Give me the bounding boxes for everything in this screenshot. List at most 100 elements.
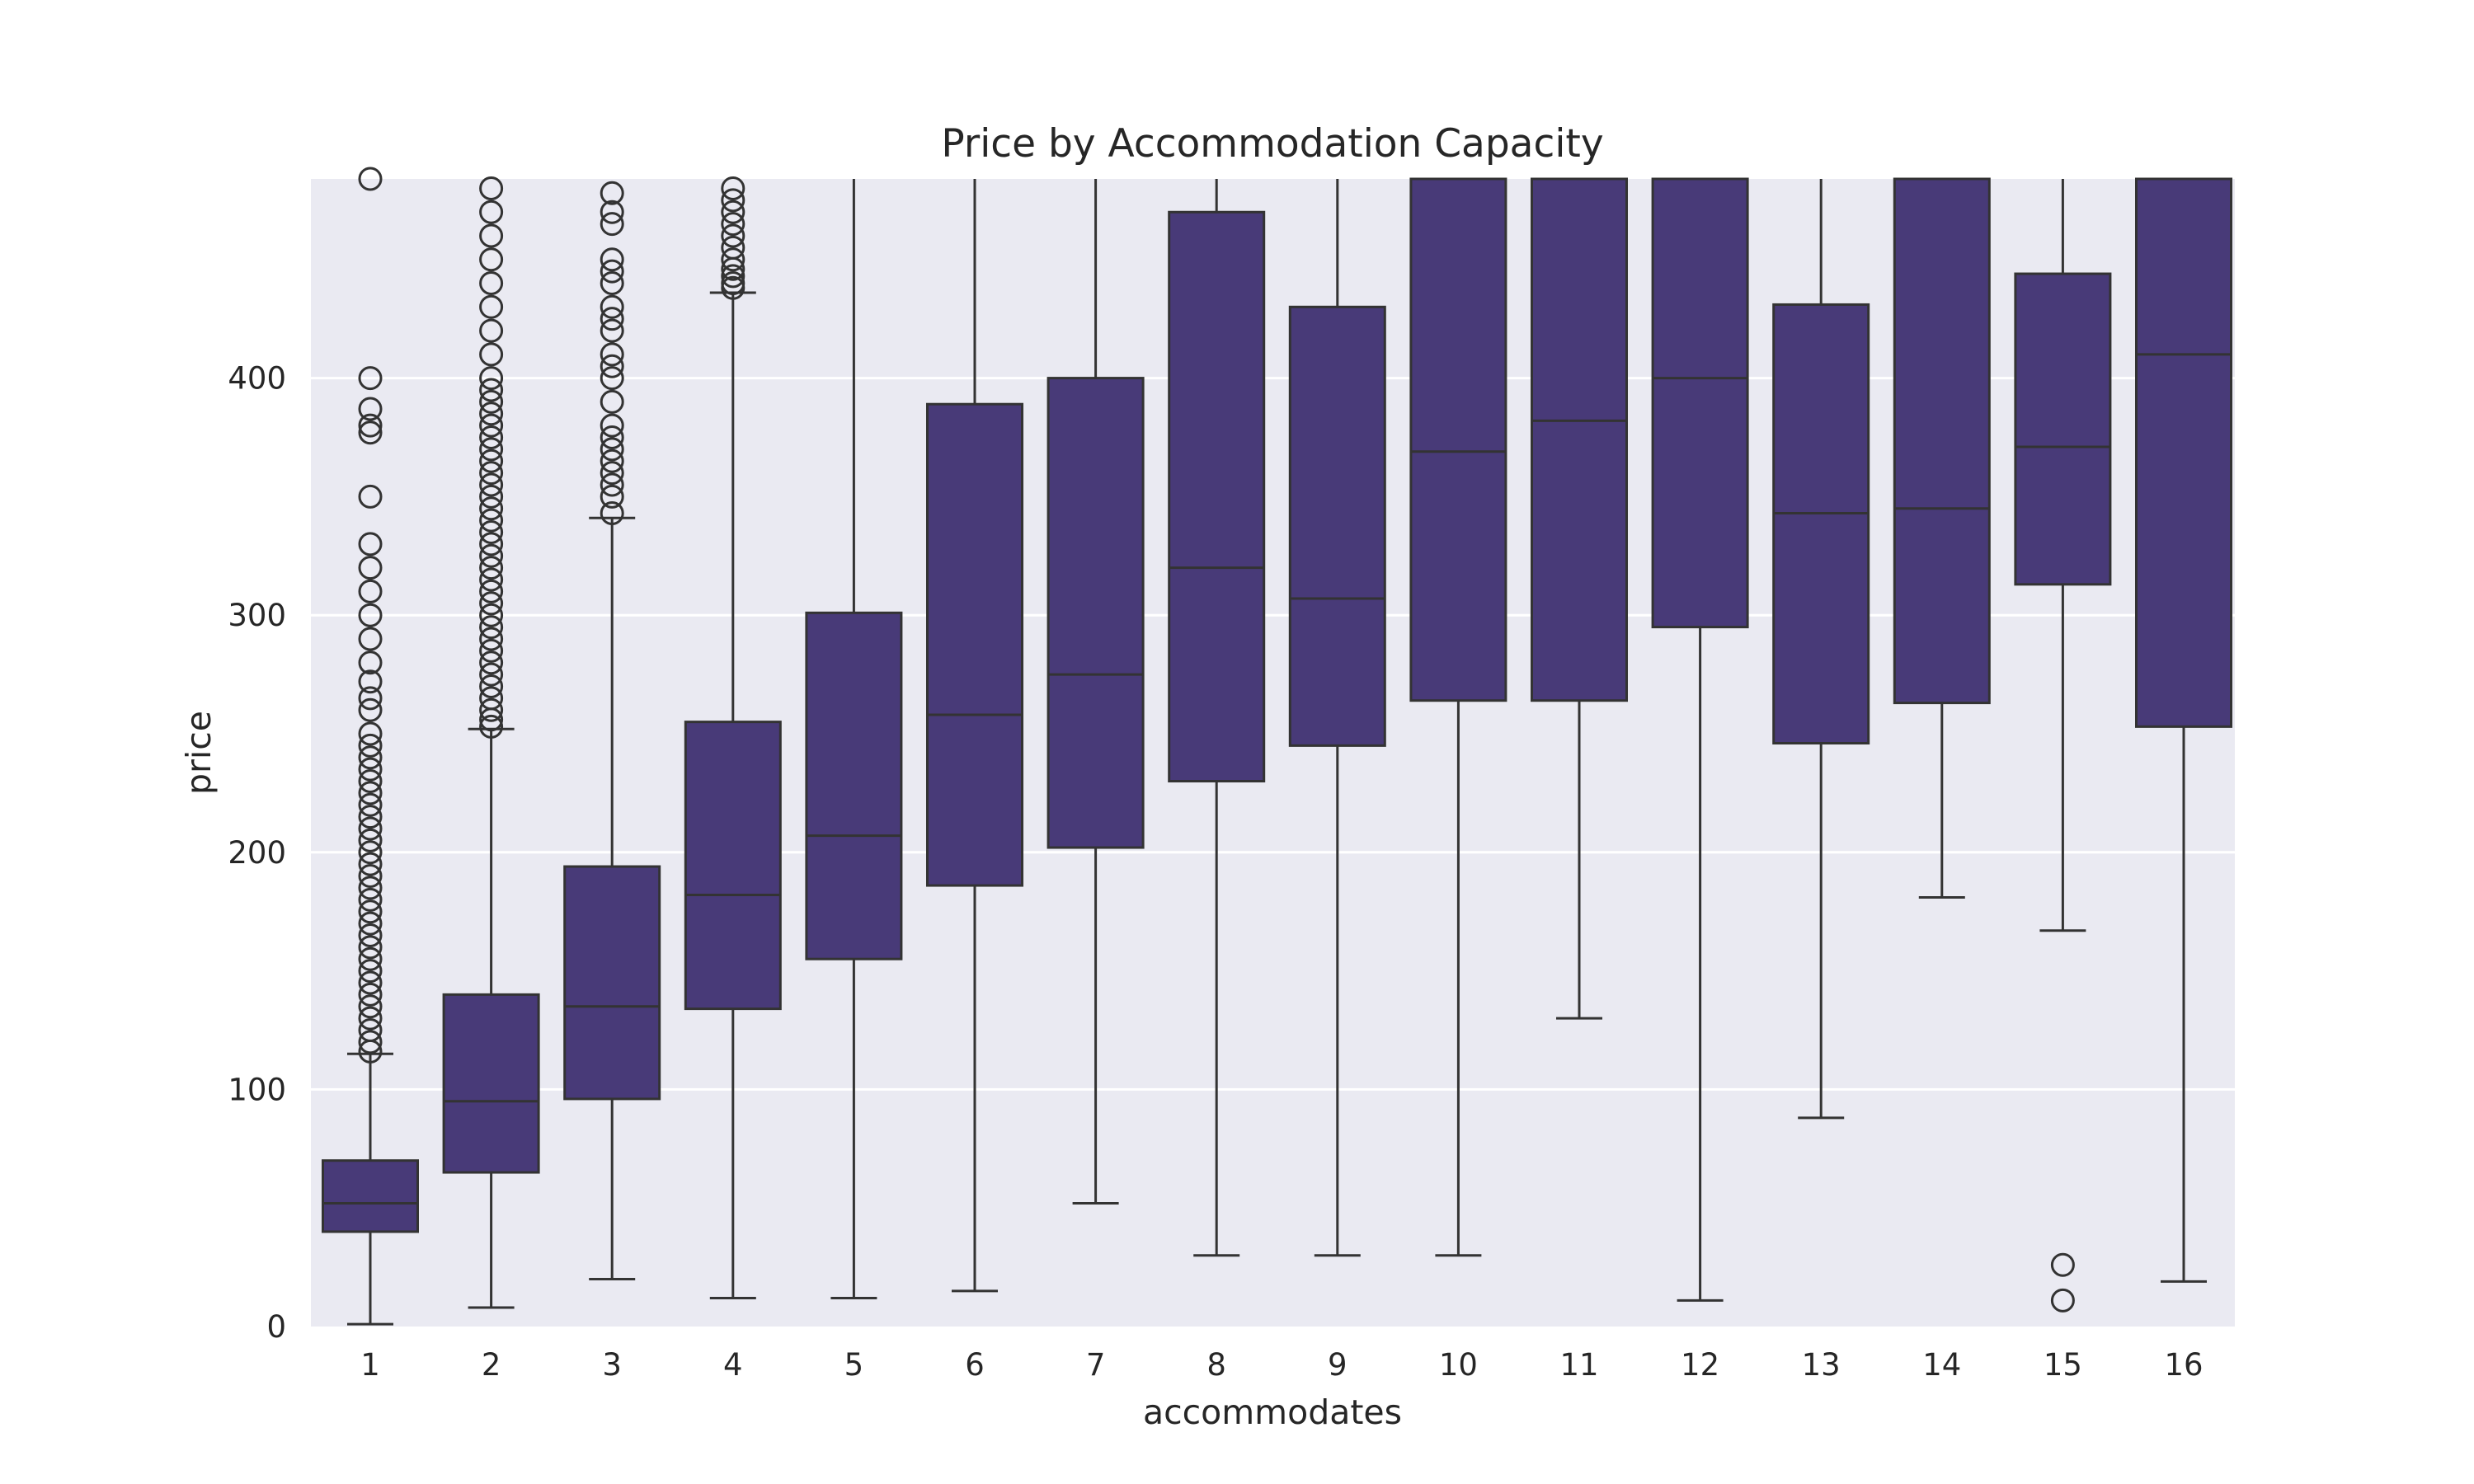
outlier-4-5 [721,235,745,260]
outlier-1-20 [358,805,383,829]
outlier-3-8 [600,389,624,414]
outlier-2-30 [479,366,504,391]
outlier-3-17 [600,247,624,272]
outlier-1-29 [358,686,383,711]
outlier-15-0 [2050,1288,2075,1313]
box-group-10 [1409,177,1507,1257]
outlier-3-9 [600,366,624,391]
box-group-12 [1651,177,1749,1302]
outlier-2-4 [479,674,504,698]
outlier-1-6 [358,970,383,995]
outlier-1-30 [358,669,383,694]
x-tick-label-6: 6 [965,1347,985,1383]
outlier-3-12 [600,318,624,343]
y-axis-ticks: 0 100 200 300 400 [228,361,286,1345]
outlier-2-12 [479,579,504,603]
outlier-2-19 [479,496,504,521]
x-tick-label-1: 1 [360,1347,380,1383]
outlier-1-25 [358,745,383,770]
x-tick-label-8: 8 [1206,1347,1226,1383]
box-8 [1168,210,1266,783]
outlier-1-16 [358,852,383,876]
box-group-8 [1168,179,1266,1257]
outlier-3-20 [600,181,624,205]
box-group-2 [442,176,540,1309]
box-group-7 [1047,179,1145,1205]
outlier-2-16 [479,532,504,556]
outlier-3-6 [600,425,624,449]
outlier-1-19 [358,816,383,841]
boxes [322,167,2232,1326]
outlier-2-3 [479,686,504,711]
outlier-1-21 [358,792,383,817]
box-group-11 [1531,177,1628,1020]
box-2 [442,993,540,1174]
y-tick-label-200: 200 [228,835,286,871]
outlier-2-38 [479,176,504,201]
outlier-2-29 [479,378,504,402]
box-16 [2135,177,2232,728]
x-tick-label-10: 10 [1439,1347,1478,1383]
x-tick-label-5: 5 [844,1347,864,1383]
outlier-3-0 [600,501,624,526]
outlier-2-0 [479,714,504,739]
outlier-1-17 [358,840,383,865]
outlier-2-13 [479,567,504,592]
outlier-2-33 [479,294,504,319]
box-13 [1772,303,1870,744]
outlier-1-10 [358,923,383,947]
outlier-2-22 [479,461,504,486]
outlier-4-2 [721,264,745,289]
outlier-2-6 [479,650,504,675]
outlier-2-14 [479,556,504,580]
outlier-3-7 [600,413,624,438]
outlier-1-3 [358,1006,383,1031]
outlier-4-10 [721,176,745,201]
outlier-2-24 [479,437,504,462]
outlier-2-15 [479,543,504,568]
outlier-3-14 [600,294,624,319]
outlier-2-25 [479,425,504,449]
outlier-4-8 [721,200,745,224]
x-tick-label-14: 14 [1922,1347,1961,1383]
box-3 [563,865,661,1101]
box-group-5 [805,179,903,1299]
outlier-1-41 [358,366,383,391]
outlier-2-11 [479,591,504,616]
outlier-2-32 [479,318,504,343]
outlier-2-7 [479,638,504,663]
box-group-13 [1772,179,1870,1120]
chart-title: Price by Accommodation Capacity [941,121,1603,167]
outlier-1-8 [358,946,383,971]
outlier-1-23 [358,769,383,794]
outlier-1-38 [358,420,383,445]
outlier-1-9 [358,935,383,960]
outlier-2-5 [479,662,504,687]
x-tick-label-4: 4 [723,1347,743,1383]
outlier-2-10 [479,603,504,627]
outlier-2-27 [479,402,504,426]
outlier-4-9 [721,188,745,213]
y-axis-label: price [179,711,219,795]
outlier-1-24 [358,757,383,782]
x-tick-label-11: 11 [1559,1347,1598,1383]
outlier-1-40 [358,397,383,421]
outlier-4-7 [721,212,745,237]
outlier-3-19 [600,200,624,224]
outlier-3-2 [600,472,624,497]
outlier-1-7 [358,959,383,984]
outlier-2-8 [479,627,504,651]
y-tick-label-100: 100 [228,1072,286,1107]
outlier-1-12 [358,899,383,924]
outlier-15-1 [2050,1252,2075,1277]
outlier-1-35 [358,556,383,580]
box-15 [2014,272,2112,586]
outlier-1-32 [358,627,383,651]
outlier-3-11 [600,342,624,367]
outlier-4-4 [721,247,745,272]
box-group-9 [1288,179,1386,1257]
box-14 [1893,177,1991,705]
outlier-3-4 [600,448,624,473]
outlier-1-15 [358,864,383,889]
outlier-1-1 [358,1030,383,1054]
